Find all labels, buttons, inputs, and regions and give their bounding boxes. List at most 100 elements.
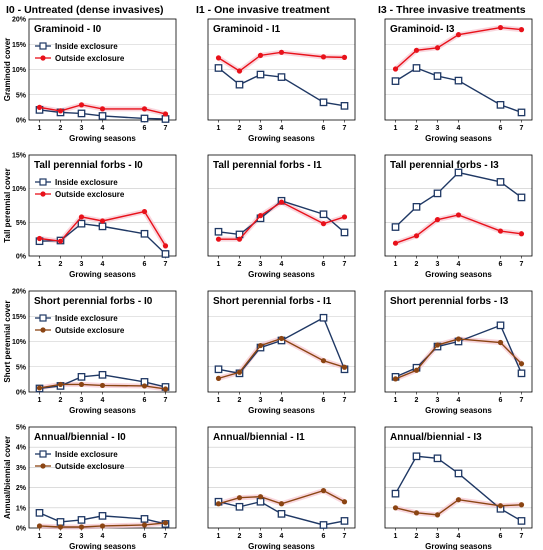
- outside-point: [392, 376, 399, 382]
- outside-point: [215, 375, 222, 381]
- panel-title: Graminoid - I0: [34, 24, 102, 35]
- inside-point: [433, 189, 442, 198]
- outside-point: [257, 494, 264, 500]
- x-tick-label: 7: [164, 397, 168, 404]
- x-tick-label: 6: [143, 397, 147, 404]
- panel-title: Tall perennial forbs - I0: [34, 160, 143, 171]
- x-tick-label: 6: [322, 261, 326, 268]
- x-tick-label: 3: [436, 125, 440, 132]
- inside-point: [77, 372, 86, 381]
- y-tick-label: 0%: [16, 390, 27, 397]
- x-tick-label: 7: [520, 125, 524, 132]
- inside-point: [277, 73, 286, 81]
- panel-1-0: 0% 5% 10% 15% 1 2 3 4 6 7 Growing seasons Tall pere…: [12, 153, 177, 279]
- inside-point: [77, 219, 86, 228]
- x-axis-label: Growing seasons: [248, 134, 315, 143]
- x-tick-label: 6: [499, 397, 503, 404]
- x-axis-label: Growing seasons: [69, 542, 136, 550]
- panel-0-2: 1 2 3 4 6 7 Growing seasons Graminoid- I3: [384, 18, 533, 143]
- outside-point: [36, 523, 43, 529]
- x-axis-label: Growing seasons: [425, 270, 492, 279]
- inside-point: [412, 64, 421, 72]
- x-tick-label: 1: [38, 533, 42, 540]
- x-tick-label: 1: [217, 261, 221, 268]
- inside-point: [161, 250, 170, 258]
- y-tick-label: 15%: [12, 153, 27, 160]
- outside-point: [78, 524, 85, 530]
- x-tick-label: 7: [343, 125, 347, 132]
- outside-point: [497, 228, 504, 234]
- y-tick-label: 5%: [16, 425, 27, 432]
- y-tick-label: 5%: [16, 364, 27, 371]
- panel-title: Short perennial forbs - I1: [213, 296, 332, 307]
- outside-point: [278, 335, 285, 342]
- inside-point: [433, 454, 442, 463]
- x-tick-label: 7: [520, 533, 524, 540]
- panel-3-2: 1 2 3 4 6 7 Growing seasons Annual/biennial - I…: [384, 426, 533, 550]
- panel-0-1: 1 2 3 4 6 7 Growing seasons Graminoid - I1: [207, 18, 356, 143]
- legend-inside-marker: [39, 314, 47, 322]
- inside-point: [517, 193, 526, 202]
- panel-2-0: 0% 5% 10% 15% 20% 1 2 3 4 6 7 Growing seasons Short …: [12, 289, 177, 415]
- outside-point: [99, 218, 106, 224]
- outside-point: [215, 236, 222, 242]
- outside-series-line: [218, 489, 345, 505]
- inside-point: [319, 521, 328, 529]
- x-tick-label: 1: [217, 125, 221, 132]
- inside-point: [140, 515, 149, 523]
- x-tick-label: 3: [80, 533, 84, 540]
- x-axis-label: Growing seasons: [425, 406, 492, 415]
- outside-point: [392, 505, 399, 511]
- outside-point: [341, 499, 348, 505]
- x-axis-label: Growing seasons: [248, 270, 315, 279]
- inside-point: [496, 101, 505, 109]
- x-tick-label: 3: [436, 397, 440, 404]
- x-axis-label: Growing seasons: [69, 270, 136, 279]
- inside-point: [340, 517, 349, 525]
- x-tick-label: 2: [238, 533, 242, 540]
- x-tick-label: 3: [80, 261, 84, 268]
- x-tick-label: 4: [101, 533, 105, 540]
- x-tick-label: 6: [143, 261, 147, 268]
- inside-point: [340, 228, 349, 237]
- inside-point: [214, 64, 223, 72]
- y-tick-label: 15%: [12, 42, 27, 49]
- inside-point: [98, 370, 107, 379]
- outside-point: [518, 231, 525, 237]
- x-tick-label: 2: [415, 261, 419, 268]
- outside-series-line: [218, 337, 345, 380]
- outside-series-line: [39, 383, 166, 390]
- x-tick-label: 2: [59, 397, 63, 404]
- x-tick-label: 1: [38, 261, 42, 268]
- x-tick-label: 3: [80, 397, 84, 404]
- inside-point: [140, 229, 149, 238]
- x-tick-label: 2: [415, 125, 419, 132]
- outside-point: [141, 383, 148, 389]
- panel-1-1: 1 2 3 4 6 7 Growing seasons Tall perennial forb…: [207, 154, 356, 279]
- inside-point: [391, 77, 400, 85]
- x-tick-label: 2: [59, 533, 63, 540]
- outside-point: [434, 217, 441, 223]
- x-tick-label: 2: [59, 261, 63, 268]
- outside-point: [518, 502, 525, 508]
- x-tick-label: 4: [101, 261, 105, 268]
- outside-point: [36, 104, 43, 110]
- outside-point: [257, 213, 264, 219]
- panel-2-2: 1 2 3 4 6 7 Growing seasons Short perennial for…: [384, 290, 533, 415]
- inside-point: [412, 452, 421, 461]
- x-tick-label: 6: [322, 125, 326, 132]
- x-tick-label: 4: [280, 397, 284, 404]
- x-axis-label: Growing seasons: [425, 542, 492, 550]
- outside-point: [278, 199, 285, 205]
- x-tick-label: 3: [259, 397, 263, 404]
- x-tick-label: 3: [436, 533, 440, 540]
- x-tick-label: 4: [457, 533, 461, 540]
- panel-title: Graminoid - I1: [213, 24, 281, 35]
- outside-point: [392, 240, 399, 246]
- y-axis-label: Tall perennial cover: [3, 168, 12, 243]
- inside-point: [454, 469, 463, 478]
- x-tick-label: 1: [394, 397, 398, 404]
- panel-title: Tall perennial forbs - I3: [390, 160, 499, 171]
- x-tick-label: 2: [238, 261, 242, 268]
- inside-point: [319, 210, 328, 219]
